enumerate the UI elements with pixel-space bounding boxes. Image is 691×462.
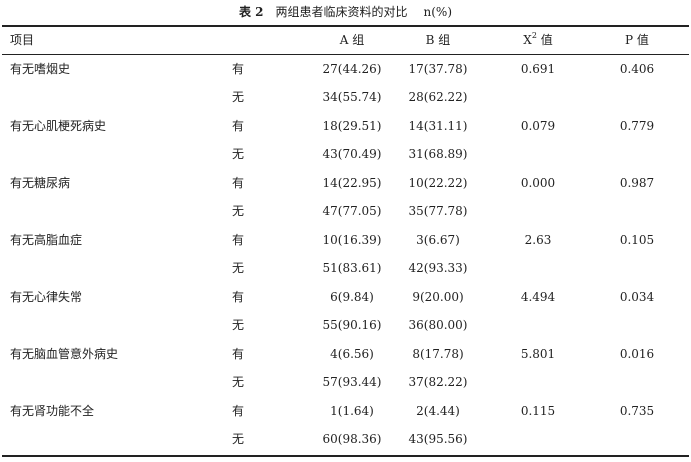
row-yes-no: 有	[232, 62, 245, 76]
row-yes-no: 无	[232, 318, 245, 332]
row-item: 有无心律失常	[10, 290, 83, 304]
table-label: 表 2	[238, 5, 264, 19]
header-chi-square-base: X	[523, 33, 532, 47]
row-chi-square: 0.115	[520, 404, 556, 418]
table-row: 有无脑血管意外病史 有 4(6.56) 8(17.78) 5.801 0.016	[0, 345, 691, 363]
row-yes-no: 有	[232, 176, 245, 190]
row-group-a: 43(70.49)	[322, 147, 382, 161]
row-p-value: 0.406	[619, 62, 655, 76]
row-yes-no: 无	[232, 147, 245, 161]
row-yes-no: 有	[232, 233, 245, 247]
table-row: 有无高脂血症 有 10(16.39) 3(6.67) 2.63 0.105	[0, 231, 691, 249]
header-group-b: B 组	[425, 33, 451, 47]
header-chi-square: X2 值	[478, 31, 598, 49]
row-chi-square: 5.801	[520, 347, 556, 361]
row-group-a: 34(55.74)	[322, 90, 382, 104]
row-group-b: 28(62.22)	[408, 90, 468, 104]
table-row: 有无嗜烟史 有 27(44.26) 17(37.78) 0.691 0.406	[0, 60, 691, 78]
table-caption: 表 2 两组患者临床资料的对比 n(%)	[0, 4, 691, 20]
row-group-a: 57(93.44)	[322, 375, 382, 389]
row-group-a: 6(9.84)	[330, 290, 374, 304]
row-yes-no: 无	[232, 375, 245, 389]
row-group-b: 17(37.78)	[408, 62, 468, 76]
row-group-a: 60(98.36)	[322, 432, 382, 446]
row-p-value: 0.779	[619, 119, 655, 133]
header-chi-square-sup: 2	[531, 31, 537, 40]
table-row: 有无心律失常 有 6(9.84) 9(20.00) 4.494 0.034	[0, 288, 691, 306]
row-yes-no: 有	[232, 347, 245, 361]
row-group-a: 27(44.26)	[322, 62, 382, 76]
row-chi-square: 4.494	[520, 290, 556, 304]
row-chi-square: 0.691	[520, 62, 556, 76]
table-row: 有无肾功能不全 有 1(1.64) 2(4.44) 0.115 0.735	[0, 402, 691, 420]
row-group-b: 8(17.78)	[412, 347, 464, 361]
row-group-a: 47(77.05)	[322, 204, 382, 218]
row-group-a: 14(22.95)	[322, 176, 382, 190]
header-group-a: A 组	[339, 33, 365, 47]
row-yes-no: 无	[232, 261, 245, 275]
row-group-a: 4(6.56)	[330, 347, 374, 361]
row-group-a: 18(29.51)	[322, 119, 382, 133]
row-group-b: 36(80.00)	[408, 318, 468, 332]
row-group-a: 10(16.39)	[322, 233, 382, 247]
table-row: 无 47(77.05) 35(77.78)	[0, 202, 691, 220]
row-group-b: 31(68.89)	[408, 147, 468, 161]
row-chi-square: 0.079	[520, 119, 556, 133]
row-group-b: 42(93.33)	[408, 261, 468, 275]
row-yes-no: 有	[232, 404, 245, 418]
row-group-b: 2(4.44)	[416, 404, 460, 418]
table-row: 无 34(55.74) 28(62.22)	[0, 88, 691, 106]
row-group-b: 3(6.67)	[416, 233, 460, 247]
header-item: 项目	[10, 33, 35, 47]
row-group-b: 9(20.00)	[412, 290, 464, 304]
row-group-a: 1(1.64)	[330, 404, 374, 418]
row-yes-no: 无	[232, 432, 245, 446]
header-chi-square-suffix: 值	[536, 33, 553, 47]
row-p-value: 0.034	[619, 290, 655, 304]
row-p-value: 0.735	[619, 404, 655, 418]
table-row: 无 55(90.16) 36(80.00)	[0, 316, 691, 334]
row-yes-no: 有	[232, 119, 245, 133]
row-item: 有无嗜烟史	[10, 62, 71, 76]
row-group-b: 37(82.22)	[408, 375, 468, 389]
row-yes-no: 无	[232, 90, 245, 104]
row-item: 有无高脂血症	[10, 233, 83, 247]
row-item: 有无糖尿病	[10, 176, 71, 190]
row-item: 有无脑血管意外病史	[10, 347, 119, 361]
row-item: 有无肾功能不全	[10, 404, 95, 418]
row-chi-square: 2.63	[524, 233, 552, 247]
table-row: 有无心肌梗死病史 有 18(29.51) 14(31.11) 0.079 0.7…	[0, 117, 691, 135]
table-row: 无 43(70.49) 31(68.89)	[0, 145, 691, 163]
row-group-b: 35(77.78)	[408, 204, 468, 218]
row-group-b: 10(22.22)	[408, 176, 468, 190]
table-unit: n(%)	[423, 5, 453, 19]
row-yes-no: 有	[232, 290, 245, 304]
header-p-value: P 值	[625, 33, 649, 47]
row-yes-no: 无	[232, 204, 245, 218]
row-group-a: 55(90.16)	[322, 318, 382, 332]
table-header: 项目 A 组 B 组 X2 值 P 值	[0, 31, 691, 49]
row-p-value: 0.987	[619, 176, 655, 190]
table-row: 无 57(93.44) 37(82.22)	[0, 373, 691, 391]
table-row: 有无糖尿病 有 14(22.95) 10(22.22) 0.000 0.987	[0, 174, 691, 192]
table-title: 两组患者临床资料的对比	[275, 5, 408, 19]
table-row: 无 51(83.61) 42(93.33)	[0, 259, 691, 277]
row-item: 有无心肌梗死病史	[10, 119, 107, 133]
top-rule	[2, 25, 689, 27]
bottom-rule	[2, 455, 689, 457]
table-row: 无 60(98.36) 43(95.56)	[0, 430, 691, 448]
row-chi-square: 0.000	[520, 176, 556, 190]
header-rule	[2, 54, 689, 55]
row-group-a: 51(83.61)	[322, 261, 382, 275]
row-p-value: 0.105	[619, 233, 655, 247]
row-p-value: 0.016	[619, 347, 655, 361]
row-group-b: 14(31.11)	[408, 119, 468, 133]
row-group-b: 43(95.56)	[408, 432, 468, 446]
